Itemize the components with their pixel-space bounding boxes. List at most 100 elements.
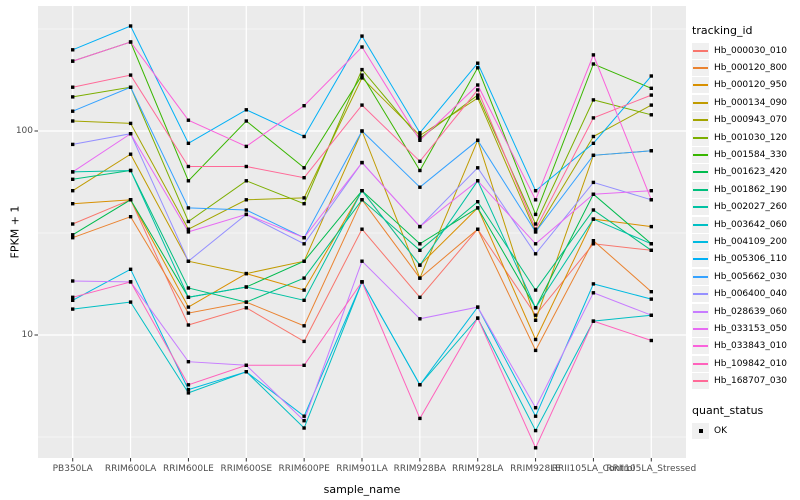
data-point	[649, 86, 653, 90]
legend-key-icon	[692, 373, 709, 390]
legend-item-Hb_000120_800[interactable]: Hb_000120_800	[692, 59, 798, 77]
data-point	[418, 248, 422, 252]
legend-item-label: Hb_001862_190	[714, 184, 788, 195]
data-point	[533, 414, 538, 418]
legend-key-icon	[692, 303, 709, 320]
data-point	[418, 263, 422, 267]
data-point	[128, 152, 133, 156]
legend-key-icon	[692, 77, 709, 94]
data-point	[591, 153, 596, 157]
data-point	[649, 93, 653, 97]
legend-item-label: Hb_000030_010	[714, 45, 788, 56]
y-tick-label-10: 10	[21, 330, 33, 340]
x-tick-label-RRII105LA_Stressed: RRII105LA_Stressed	[606, 464, 697, 474]
data-point	[128, 85, 133, 89]
data-point	[244, 144, 248, 149]
legend-item-Hb_000120_950[interactable]: Hb_000120_950	[692, 77, 798, 94]
data-point	[302, 339, 306, 344]
data-point	[244, 164, 248, 169]
data-point	[533, 230, 538, 234]
data-point	[591, 53, 596, 57]
legend-item-Hb_003642_060[interactable]: Hb_003642_060	[692, 216, 798, 233]
legend-item-label: Hb_003642_060	[714, 219, 788, 230]
legend-item-Hb_168707_030[interactable]: Hb_168707_030	[692, 372, 798, 390]
legend-item-label: OK	[714, 425, 727, 436]
data-point	[302, 259, 306, 263]
data-point	[360, 160, 364, 165]
data-point	[128, 132, 133, 136]
data-point	[476, 93, 480, 97]
legend-item-label: Hb_168707_030	[714, 376, 788, 387]
legend-item-Hb_001862_190[interactable]: Hb_001862_190	[692, 181, 798, 198]
data-point	[360, 129, 364, 133]
data-point	[418, 383, 422, 387]
data-point	[302, 419, 306, 423]
data-point	[533, 242, 538, 246]
legend-key-icon	[692, 286, 709, 303]
legend-key-line-icon	[693, 362, 708, 365]
legend-item-Hb_001623_420[interactable]: Hb_001623_420	[692, 164, 798, 181]
legend-item-quant-OK[interactable]: OK	[692, 422, 798, 439]
data-point	[591, 242, 596, 246]
legend-item-Hb_002027_260[interactable]: Hb_002027_260	[692, 199, 798, 216]
legend-key-line-icon	[693, 258, 708, 261]
data-point	[649, 248, 653, 252]
data-point	[128, 121, 133, 126]
legend-item-Hb_000134_090[interactable]: Hb_000134_090	[692, 94, 798, 111]
x-tick-label-RRIM600LA: RRIM600LA	[104, 464, 157, 474]
legend-key-icon	[692, 199, 709, 216]
data-point	[476, 166, 480, 170]
legend-key-line-icon	[693, 206, 708, 209]
legend-key-icon	[692, 60, 709, 77]
data-point	[591, 208, 596, 212]
data-point	[649, 313, 653, 317]
data-point	[649, 149, 653, 153]
data-point	[360, 73, 364, 77]
legend-key-icon	[692, 422, 709, 439]
data-point	[71, 307, 75, 311]
data-point	[302, 363, 306, 367]
data-point	[418, 136, 422, 141]
legend-item-Hb_001584_330[interactable]: Hb_001584_330	[692, 146, 798, 164]
data-point	[71, 202, 75, 206]
data-point	[302, 414, 306, 418]
legend-item-Hb_005306_110[interactable]: Hb_005306_110	[692, 251, 798, 268]
legend-key-line-icon	[693, 101, 708, 104]
data-point	[591, 192, 596, 196]
legend-item-label: Hb_033843_010	[714, 341, 788, 352]
data-point	[71, 222, 75, 226]
data-point	[186, 286, 191, 290]
legend-item-Hb_004109_200[interactable]: Hb_004109_200	[692, 233, 798, 250]
data-point	[533, 337, 538, 342]
legend-item-Hb_006400_040[interactable]: Hb_006400_040	[692, 285, 798, 303]
data-point	[533, 288, 538, 292]
legend-key-line-icon	[693, 327, 708, 330]
data-point	[418, 168, 422, 173]
y-tick-label-100: 100	[15, 126, 33, 136]
x-axis-title: sample_name	[323, 483, 401, 496]
data-point	[71, 177, 75, 181]
legend-quant-items: OK	[692, 422, 798, 439]
legend-item-Hb_000030_010[interactable]: Hb_000030_010	[692, 42, 798, 59]
legend-item-Hb_028639_060[interactable]: Hb_028639_060	[692, 303, 798, 320]
legend-item-Hb_000943_070[interactable]: Hb_000943_070	[692, 112, 798, 129]
legend-key-icon	[692, 42, 709, 59]
data-point	[533, 212, 538, 217]
legend-key-icon	[692, 147, 709, 164]
legend-item-Hb_109842_010[interactable]: Hb_109842_010	[692, 355, 798, 372]
data-point	[186, 164, 191, 169]
data-point	[128, 267, 133, 271]
data-point	[244, 306, 248, 310]
data-point	[591, 217, 596, 221]
data-point	[649, 189, 653, 193]
legend-key-line-icon	[693, 136, 708, 139]
legend-item-Hb_033843_010[interactable]: Hb_033843_010	[692, 338, 798, 355]
legend-item-Hb_001030_120[interactable]: Hb_001030_120	[692, 129, 798, 146]
legend-item-label: Hb_006400_040	[714, 289, 788, 300]
data-point	[186, 141, 191, 145]
legend-item-Hb_005662_030[interactable]: Hb_005662_030	[692, 268, 798, 285]
legend-key-icon	[692, 355, 709, 372]
data-point	[418, 242, 422, 246]
data-point	[71, 142, 75, 147]
legend-item-Hb_033153_050[interactable]: Hb_033153_050	[692, 320, 798, 337]
